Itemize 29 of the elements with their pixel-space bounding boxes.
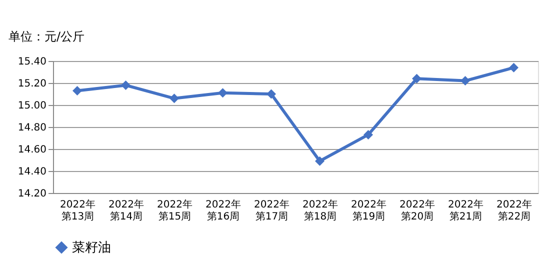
x-tick-label: 2022年第20周: [400, 198, 435, 222]
y-tick-label: 14.80: [18, 122, 46, 134]
x-tick-label: 2022年第21周: [448, 198, 484, 222]
point: [72, 86, 82, 96]
point: [364, 130, 373, 140]
point: [218, 88, 228, 98]
y-axis-title: 单位：元/公斤: [8, 30, 85, 44]
y-tick-label: 14.40: [18, 166, 46, 178]
point: [170, 94, 179, 104]
y-tick-label: 14.20: [18, 188, 46, 200]
point: [509, 62, 518, 72]
legend-label: 菜籽油: [72, 240, 111, 256]
x-tick-label: 2022年第14周: [108, 198, 144, 222]
y-tick-label: 15.00: [18, 100, 46, 112]
x-tick-label: 2022年第15周: [157, 198, 192, 222]
point: [121, 80, 130, 90]
x-tick-label: 2022年第13周: [60, 198, 96, 222]
point: [315, 156, 324, 166]
y-tick-label: 15.40: [18, 56, 46, 68]
x-tick-label: 2022年第22周: [496, 198, 532, 222]
y-tick-label: 15.20: [18, 78, 46, 90]
point: [412, 74, 422, 84]
x-tick-label: 2022年第19周: [351, 198, 386, 222]
x-tick-label: 2022年第17周: [254, 198, 290, 222]
point: [460, 76, 470, 86]
x-tick-label: 2022年第16周: [206, 198, 241, 222]
x-tick-label: 2022年第18周: [302, 198, 338, 222]
point: [266, 89, 276, 99]
y-tick-label: 14.60: [18, 144, 46, 156]
